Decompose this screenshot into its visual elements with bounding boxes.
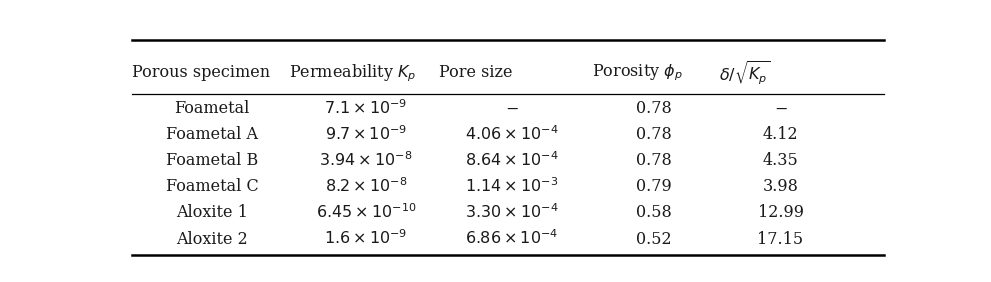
Text: Pore size: Pore size bbox=[439, 64, 512, 81]
Text: $8.64 \times 10^{-4}$: $8.64 \times 10^{-4}$ bbox=[465, 151, 559, 170]
Text: Foametal B: Foametal B bbox=[166, 152, 259, 169]
Text: 12.99: 12.99 bbox=[757, 204, 804, 221]
Text: $4.06 \times 10^{-4}$: $4.06 \times 10^{-4}$ bbox=[465, 125, 559, 144]
Text: $8.2 \times 10^{-8}$: $8.2 \times 10^{-8}$ bbox=[325, 178, 407, 196]
Text: $\delta/\sqrt{K_p}$: $\delta/\sqrt{K_p}$ bbox=[719, 59, 771, 87]
Text: $6.86 \times 10^{-4}$: $6.86 \times 10^{-4}$ bbox=[465, 230, 558, 248]
Text: $6.45 \times 10^{-10}$: $6.45 \times 10^{-10}$ bbox=[315, 204, 416, 222]
Text: 0.78: 0.78 bbox=[636, 126, 672, 143]
Text: Permeability $K_p$: Permeability $K_p$ bbox=[289, 62, 416, 84]
Text: $-$: $-$ bbox=[504, 100, 518, 117]
Text: 0.78: 0.78 bbox=[636, 100, 672, 117]
Text: Aloxite 2: Aloxite 2 bbox=[176, 231, 248, 248]
Text: $1.6 \times 10^{-9}$: $1.6 \times 10^{-9}$ bbox=[324, 230, 407, 248]
Text: 0.52: 0.52 bbox=[636, 231, 672, 248]
Text: 0.58: 0.58 bbox=[636, 204, 672, 221]
Text: $-$: $-$ bbox=[774, 100, 788, 117]
Text: $3.30 \times 10^{-4}$: $3.30 \times 10^{-4}$ bbox=[465, 204, 559, 222]
Text: $3.94 \times 10^{-8}$: $3.94 \times 10^{-8}$ bbox=[319, 151, 412, 170]
Text: 0.79: 0.79 bbox=[636, 179, 672, 195]
Text: Foametal: Foametal bbox=[174, 100, 250, 117]
Text: 4.12: 4.12 bbox=[763, 126, 799, 143]
Text: Foametal C: Foametal C bbox=[165, 179, 259, 195]
Text: Foametal A: Foametal A bbox=[166, 126, 259, 143]
Text: $7.1 \times 10^{-9}$: $7.1 \times 10^{-9}$ bbox=[324, 99, 407, 118]
Text: Porosity $\phi_p$: Porosity $\phi_p$ bbox=[593, 63, 683, 83]
Text: 4.35: 4.35 bbox=[763, 152, 799, 169]
Text: 3.98: 3.98 bbox=[763, 179, 799, 195]
Text: 0.78: 0.78 bbox=[636, 152, 672, 169]
Text: Aloxite 1: Aloxite 1 bbox=[176, 204, 248, 221]
Text: Porous specimen: Porous specimen bbox=[132, 64, 270, 81]
Text: $1.14 \times 10^{-3}$: $1.14 \times 10^{-3}$ bbox=[465, 178, 558, 196]
Text: 17.15: 17.15 bbox=[757, 231, 804, 248]
Text: $9.7 \times 10^{-9}$: $9.7 \times 10^{-9}$ bbox=[325, 125, 407, 144]
